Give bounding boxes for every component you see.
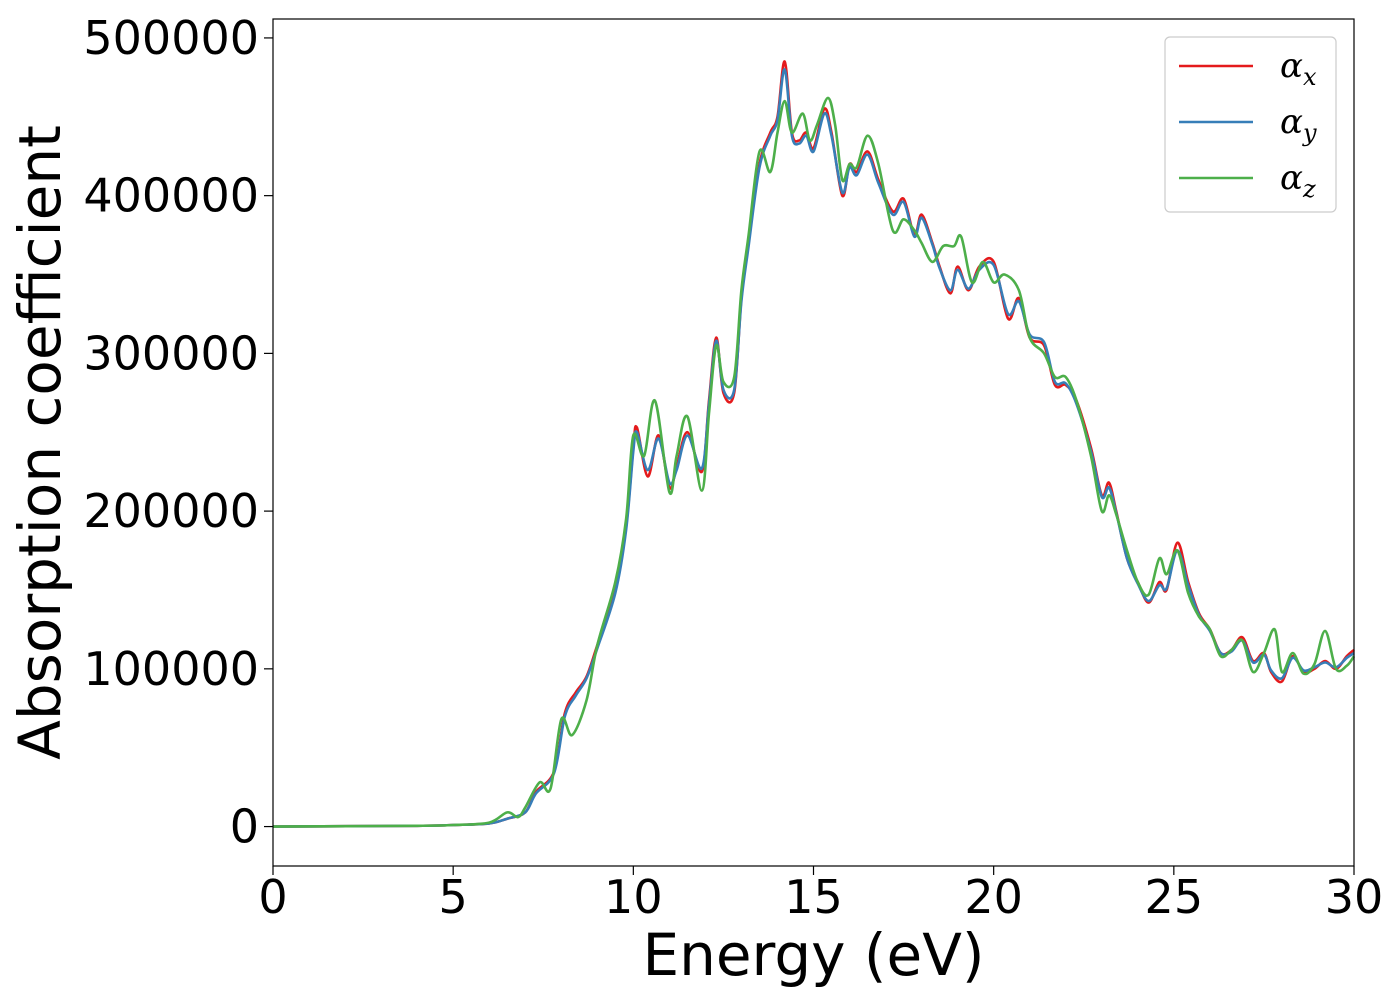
series-line-z bbox=[272, 96, 1356, 828]
y-tick-label: 100000 bbox=[83, 642, 259, 696]
x-tick-label: 0 bbox=[258, 870, 287, 924]
x-tick-label: 10 bbox=[604, 870, 663, 924]
x-axis-label: Energy (eV) bbox=[642, 921, 984, 989]
legend-label-z: αz bbox=[1280, 158, 1316, 203]
x-tick-label: 20 bbox=[964, 870, 1023, 924]
legend-label-x: αx bbox=[1280, 46, 1317, 91]
y-tick-label: 300000 bbox=[83, 326, 259, 380]
x-tick-label: 30 bbox=[1325, 870, 1384, 924]
y-tick-label: 400000 bbox=[83, 169, 259, 223]
y-axis: 0 100000 200000 300000 400000 500000 bbox=[83, 11, 273, 854]
x-axis: 0 5 10 15 20 25 30 bbox=[258, 866, 1383, 924]
legend-box bbox=[1164, 36, 1337, 213]
x-tick-label: 15 bbox=[784, 870, 843, 924]
y-tick-label: 200000 bbox=[83, 484, 259, 538]
y-tick-label: 500000 bbox=[83, 11, 259, 65]
legend: αx αy αz bbox=[1164, 36, 1337, 213]
x-tick-label: 5 bbox=[439, 870, 468, 924]
x-tick-label: 25 bbox=[1145, 870, 1204, 924]
y-tick-label: 0 bbox=[230, 800, 259, 854]
series-layer bbox=[272, 60, 1356, 828]
legend-label-y: αy bbox=[1280, 102, 1317, 147]
y-axis-label: Absorption coefficient bbox=[6, 125, 74, 760]
